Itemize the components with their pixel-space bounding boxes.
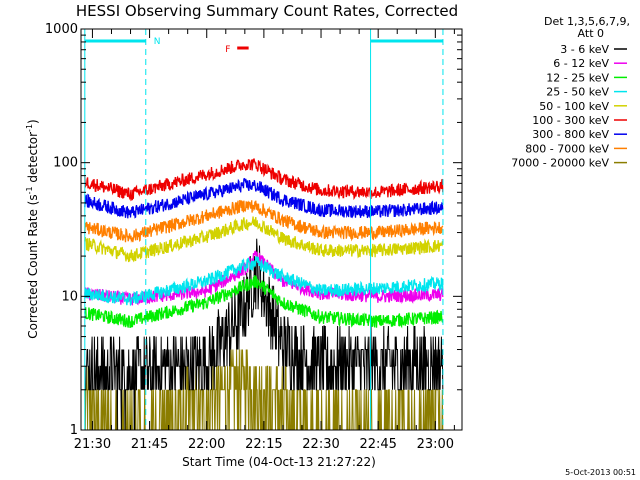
x-tick-label-4: 22:30 [302, 437, 339, 452]
x-axis: 21:30 21:45 22:00 22:15 22:30 22:45 23:00 [74, 29, 455, 452]
legend-label-5: 100 - 300 keV [532, 114, 609, 127]
marker-layer: NF [84, 29, 444, 430]
y-tick-label-0: 1 [70, 423, 78, 438]
chart-title: HESSI Observing Summary Count Rates, Cor… [76, 2, 458, 20]
series-line-7 [84, 199, 444, 243]
x-tick-label-3: 22:15 [245, 437, 282, 452]
legend-label-7: 800 - 7000 keV [525, 142, 609, 155]
y-axis: 1 10 100 1000 [45, 22, 462, 438]
legend-label-1: 6 - 12 keV [553, 57, 609, 70]
legend-subheader: Att 0 [578, 27, 604, 40]
y-tick-label-2: 100 [53, 156, 78, 171]
series-line-2 [84, 274, 444, 329]
y-axis-label-part3: ) [26, 119, 40, 124]
series-line-1 [84, 250, 444, 306]
x-tick-label-0: 21:30 [74, 437, 111, 452]
y-axis-label-sup1: -1 [25, 186, 34, 194]
x-axis-label: Start Time (04-Oct-13 21:27:22) [182, 455, 376, 469]
plot-frame [80, 28, 463, 431]
legend-label-6: 300 - 800 keV [532, 128, 609, 141]
series-layer [84, 158, 444, 430]
legend-label-4: 50 - 100 keV [539, 100, 609, 113]
legend-header: Det 1,3,5,6,7,9, [544, 15, 630, 28]
x-tick-label-6: 23:00 [417, 437, 454, 452]
y-tick-label-1: 10 [61, 289, 78, 304]
series-line-5 [84, 158, 444, 202]
series-line-4 [84, 216, 444, 263]
y-axis-label-sup2: -1 [25, 124, 34, 132]
series-line-3 [84, 256, 444, 307]
night-label: N [154, 37, 161, 47]
legend-label-8: 7000 - 20000 keV [511, 157, 609, 170]
legend-label-0: 3 - 6 keV [560, 43, 609, 56]
x-tick-label-5: 22:45 [359, 437, 396, 452]
y-axis-label: Corrected Count Rate (s-1 detector-1) [25, 119, 40, 338]
flare-label: F [225, 45, 230, 55]
y-axis-label-part2: detector [26, 132, 40, 187]
y-axis-label-part1: Corrected Count Rate (s [26, 194, 40, 338]
series-line-6 [84, 177, 444, 219]
x-tick-label-2: 22:00 [188, 437, 225, 452]
series-line-8 [84, 349, 444, 430]
legend-label-3: 25 - 50 keV [546, 86, 609, 99]
y-tick-label-3: 1000 [45, 22, 78, 37]
legend-label-2: 12 - 25 keV [546, 71, 609, 84]
generation-timestamp: 5-Oct-2013 00:51 [565, 468, 636, 477]
x-tick-label-1: 21:45 [131, 437, 168, 452]
